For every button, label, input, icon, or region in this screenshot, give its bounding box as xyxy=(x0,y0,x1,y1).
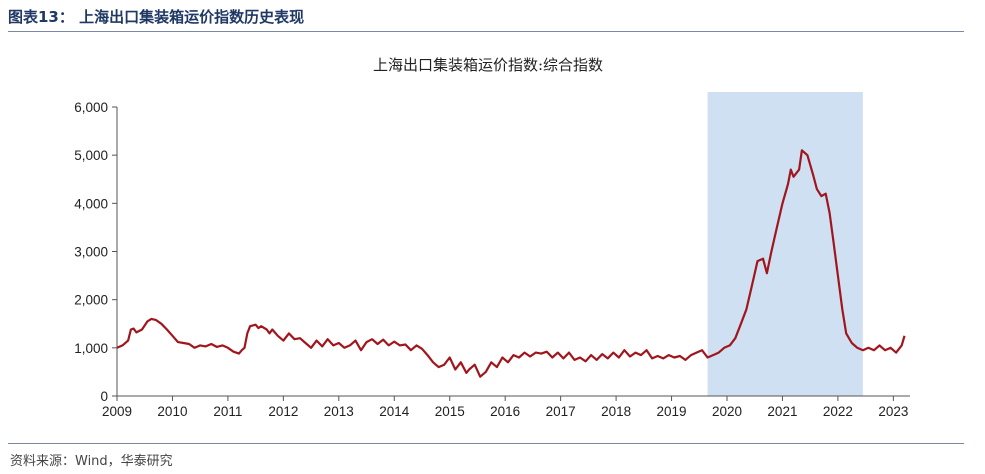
x-tick-label: 2011 xyxy=(213,404,242,419)
y-axis: 0 1,000 2,000 3,000 4,000 5,000 6,000 xyxy=(74,100,118,404)
x-tick-label: 2014 xyxy=(379,404,410,419)
top-divider xyxy=(8,31,964,32)
x-tick-label: 2018 xyxy=(601,404,631,419)
highlight-band xyxy=(707,92,863,396)
y-tick-label: 0 xyxy=(100,389,108,404)
y-tick-label: 4,000 xyxy=(74,196,108,211)
x-tick-label: 2013 xyxy=(324,404,354,419)
source-note: 资料来源：Wind，华泰研究 xyxy=(10,454,173,469)
x-tick-label: 2023 xyxy=(878,404,908,419)
x-axis: 2009 2010 2011 2012 2013 2014 2015 2016 2017 2018… xyxy=(102,395,910,419)
x-tick-label: 2020 xyxy=(712,404,742,419)
x-tick-label: 2019 xyxy=(657,404,687,419)
x-tick-label: 2012 xyxy=(268,404,298,419)
y-tick-label: 2,000 xyxy=(74,293,108,308)
series-line xyxy=(116,149,906,378)
x-tick-label: 2015 xyxy=(435,404,465,419)
figure-title: 图表13： 上海出口集装箱运价指数历史表现 xyxy=(8,8,305,26)
bottom-divider xyxy=(8,443,964,444)
y-tick-label: 3,000 xyxy=(74,245,108,260)
y-tick-label: 6,000 xyxy=(74,100,108,115)
x-tick-label: 2017 xyxy=(546,404,576,419)
chart-title: 上海出口集装箱运价指数:综合指数 xyxy=(373,56,603,74)
y-tick-label: 5,000 xyxy=(74,148,108,163)
x-tick-label: 2016 xyxy=(490,404,520,419)
x-tick-label: 2021 xyxy=(767,404,797,419)
y-tick-label: 1,000 xyxy=(74,341,108,356)
x-tick-label: 2009 xyxy=(102,404,132,419)
x-tick-label: 2010 xyxy=(157,404,187,419)
x-tick-label: 2022 xyxy=(823,404,853,419)
